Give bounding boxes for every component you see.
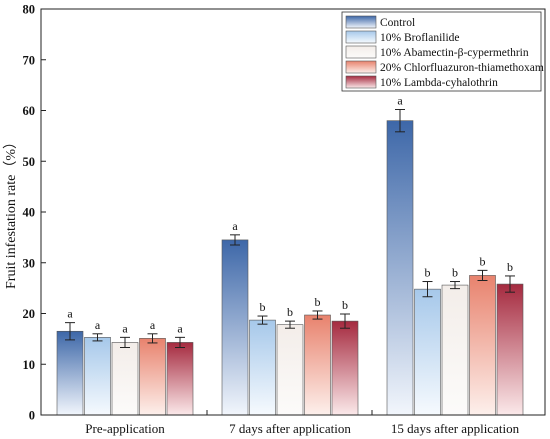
significance-label-5-3: b (507, 260, 513, 274)
y-tick-label-10: 10 (23, 358, 36, 372)
significance-label-1-2: a (232, 219, 238, 233)
bar-3-2 (276, 324, 304, 416)
x-category-label-1: Pre-application (85, 421, 165, 436)
y-tick-label-20: 20 (23, 307, 36, 321)
y-tick-label-0: 0 (29, 409, 35, 423)
legend-swatch-3 (345, 45, 377, 59)
significance-label-3-3: b (452, 266, 458, 280)
significance-label-5-2: b (342, 298, 348, 312)
y-tick-label-50: 50 (23, 155, 36, 169)
legend-swatch-2 (345, 30, 377, 44)
bar-4-3 (469, 275, 496, 416)
legend: Control 10% Broflanilide 10% Abamectin-β-c… (341, 11, 544, 92)
legend-label-3: 10% Abamectin-β-cypermethrin (380, 47, 529, 59)
bar-3-3 (441, 284, 469, 416)
significance-label-2-3: b (425, 266, 431, 280)
y-tick-label-70: 70 (23, 53, 36, 67)
bar-4-1 (139, 338, 166, 416)
significance-label-2-2: b (260, 300, 266, 314)
y-tick-label-30: 30 (23, 256, 36, 270)
x-category-label-2: 7 days after application (229, 421, 351, 436)
significance-label-3-2: b (287, 305, 293, 319)
bars-layer: a a a a a a b b b b a b b b b (56, 93, 524, 416)
bar-2-3 (414, 288, 441, 416)
bar-3-1 (111, 342, 139, 416)
significance-label-5-1: a (177, 321, 183, 335)
axes-layer: 0 10 20 30 40 50 60 70 80 Pre-application 7 days a… (23, 3, 520, 437)
legend-label-1: Control (380, 17, 415, 29)
y-tick-label-80: 80 (23, 3, 36, 17)
bar-1-1 (56, 330, 84, 416)
legend-label-2: 10% Broflanilide (380, 32, 460, 44)
significance-label-1-3: a (397, 93, 403, 107)
significance-label-4-3: b (480, 254, 486, 268)
significance-label-3-1: a (122, 321, 128, 335)
legend-label-5: 10% Lambda-cyhalothrin (380, 77, 498, 89)
x-category-label-3: 15 days after application (391, 421, 520, 436)
y-tick-label-60: 60 (23, 104, 36, 118)
bar-5-2 (331, 320, 359, 416)
legend-swatch-5 (345, 75, 377, 89)
significance-label-4-1: a (150, 318, 156, 332)
legend-label-4: 20% Chlorfluazuron-thiamethoxam (380, 62, 544, 74)
bar-2-1 (84, 337, 111, 416)
bar-4-2 (304, 314, 331, 416)
y-axis-title: Fruit infestation rate（%） (3, 135, 19, 289)
bar-1-2 (221, 239, 249, 416)
significance-label-1-1: a (67, 307, 73, 321)
significance-label-2-1: a (95, 318, 101, 332)
legend-swatch-1 (345, 15, 377, 29)
significance-label-4-2: b (315, 295, 321, 309)
y-tick-label-40: 40 (23, 206, 36, 220)
bar-5-1 (166, 342, 194, 416)
bar-1-3 (386, 120, 414, 416)
bar-5-3 (496, 283, 524, 416)
bar-2-2 (249, 319, 276, 416)
legend-swatch-4 (345, 60, 377, 74)
